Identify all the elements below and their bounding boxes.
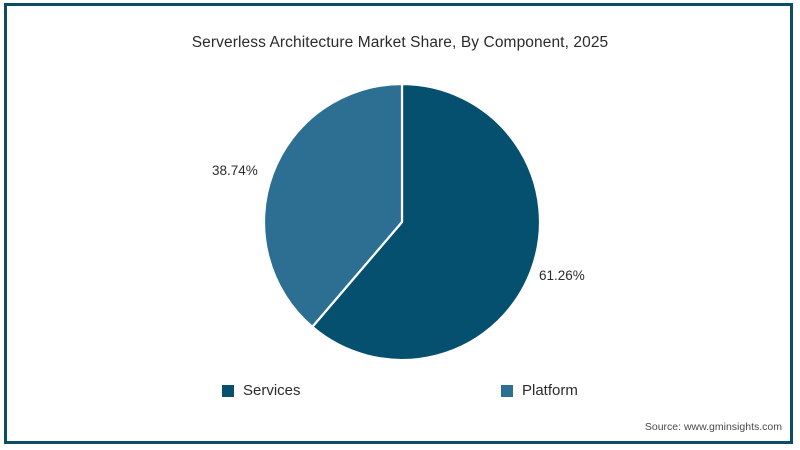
legend-label-services: Services bbox=[243, 382, 301, 399]
pie-slice-platform[interactable] bbox=[262, 82, 404, 328]
legend-item-services[interactable]: Services bbox=[222, 383, 301, 398]
chart-title: Serverless Architecture Market Share, By… bbox=[191, 34, 609, 51]
pie-slice-label-platform: 38.74% bbox=[212, 163, 258, 178]
pie-slice-label-services: 61.26% bbox=[539, 268, 585, 283]
source-attribution: Source: www.gminsights.com bbox=[644, 421, 782, 433]
legend-swatch-icon-services bbox=[222, 384, 234, 397]
legend-swatch-icon-platform bbox=[501, 384, 513, 397]
legend-label-platform: Platform bbox=[522, 382, 578, 399]
chart-legend: Services Platform bbox=[0, 383, 800, 407]
pie-chart bbox=[262, 82, 542, 362]
legend-item-platform[interactable]: Platform bbox=[501, 383, 578, 398]
pie-slice-services[interactable] bbox=[311, 82, 542, 362]
pie-chart-svg bbox=[262, 82, 542, 362]
